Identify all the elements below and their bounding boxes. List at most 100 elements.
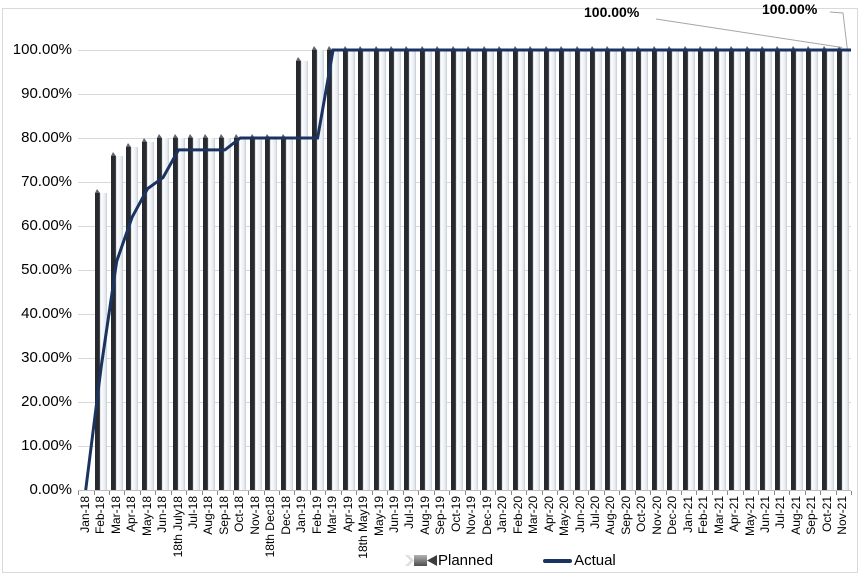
axis-tick [696, 491, 698, 495]
axis-tick [742, 491, 744, 495]
axis-tick [820, 491, 822, 495]
axis-tick [835, 491, 837, 495]
x-tick-label: Mar-18 [108, 496, 123, 535]
x-tick-label: Nov-19 [464, 496, 479, 535]
x-tick-label: Aug-18 [201, 496, 216, 535]
x-tick-label: Jun-20 [572, 496, 587, 533]
x-tick-label: Aug-20 [603, 496, 618, 535]
axis-tick [603, 491, 605, 495]
axis-tick [309, 491, 311, 495]
legend-item-actual: Actual [543, 552, 616, 569]
bar-planned [110, 151, 123, 490]
x-tick-label: Nov-18 [247, 496, 262, 535]
x-tick-label: Mar-19 [325, 496, 340, 535]
bar-planned [265, 134, 278, 490]
axis-tick [108, 491, 110, 495]
x-tick-label: Feb-19 [309, 496, 324, 535]
bar-planned [126, 142, 139, 490]
x-tick-label: Jun-19 [386, 496, 401, 533]
bar-planned [141, 138, 154, 490]
axis-tick [464, 491, 466, 495]
axis-tick [325, 491, 327, 495]
planned-bar-icon [405, 555, 437, 566]
axis-tick [263, 491, 265, 495]
x-tick-label: Nov-21 [835, 496, 850, 535]
x-tick-label: Jun-21 [758, 496, 772, 533]
x-tick-label: Apr-18 [124, 496, 139, 533]
axis-tick [510, 491, 512, 495]
bar-planned [790, 46, 803, 490]
legend-label-actual: Actual [574, 552, 616, 569]
axis-tick [402, 491, 404, 495]
x-tick-label: Sep-21 [804, 496, 819, 535]
bar-planned [172, 134, 185, 490]
bar-planned [234, 134, 247, 490]
y-tick-label: 50.00% [21, 261, 72, 278]
x-tick-label: Dec-19 [479, 496, 494, 535]
axis-tick [526, 491, 528, 495]
x-tick-label: Oct-19 [448, 496, 463, 533]
bar-planned [95, 189, 108, 490]
bar-planned [249, 134, 262, 490]
axis-tick [139, 491, 141, 495]
bar-planned [667, 46, 680, 490]
bar-planned [342, 46, 355, 490]
bar-planned [528, 46, 541, 490]
bar-planned [729, 46, 742, 490]
x-tick-label: May-18 [139, 496, 154, 537]
chart-legend: Planned Actual [405, 552, 616, 569]
bar-planned [497, 46, 510, 490]
axis-tick [619, 491, 621, 495]
x-tick-label: Nov-20 [649, 496, 664, 535]
axis-tick [541, 491, 543, 495]
y-tick-label: 90.00% [21, 85, 72, 102]
x-tick-label: Feb-21 [696, 496, 711, 535]
y-tick-label: 10.00% [21, 437, 72, 454]
x-tick-label: Oct-21 [819, 496, 834, 533]
axis-tick [279, 491, 280, 495]
bar-planned [821, 46, 834, 490]
x-tick-label: Oct-20 [634, 496, 649, 533]
x-tick-label: Apr-19 [340, 496, 355, 533]
bar-planned [373, 46, 386, 490]
bar-planned [651, 46, 664, 490]
data-label-planned: 100.00% [584, 4, 640, 20]
axis-tick [433, 491, 435, 495]
bar-planned [450, 46, 463, 490]
axis-tick [155, 491, 157, 495]
axis-tick [557, 491, 559, 495]
axis-tick [665, 491, 667, 495]
x-tick-label: 18th July18 [170, 496, 185, 558]
axis-tick [371, 491, 373, 495]
bar-planned [327, 46, 340, 490]
x-tick-label: Dec-18 [278, 496, 293, 535]
x-tick-label: Jul-18 [185, 496, 200, 529]
legend-item-planned: Planned [405, 552, 493, 569]
bar-planned [682, 46, 695, 490]
data-label-actual: 100.00% [762, 1, 818, 17]
bar-planned [187, 134, 200, 490]
x-tick-label: Feb-18 [93, 496, 108, 535]
axis-tick [78, 491, 79, 495]
bar-planned [296, 57, 309, 490]
x-tick-label: Aug-19 [417, 496, 432, 535]
axis-tick [480, 491, 481, 495]
axis-tick [711, 491, 713, 495]
bar-planned [605, 46, 618, 490]
bar-planned [543, 46, 556, 490]
x-tick-label: Jan-20 [495, 496, 510, 533]
axis-tick [170, 491, 172, 495]
y-tick-label: 20.00% [21, 393, 72, 410]
axis-tick [758, 491, 760, 495]
y-tick-label: 30.00% [21, 349, 72, 366]
axis-tick [804, 491, 806, 495]
bar-planned [698, 46, 711, 490]
actual-line-icon [543, 558, 573, 563]
x-tick-label: May-20 [557, 496, 571, 537]
x-tick-label: Sep-18 [216, 496, 231, 535]
bar-planned [775, 46, 788, 490]
bar-planned [760, 46, 772, 490]
bar-planned [218, 134, 231, 490]
bar-planned [358, 46, 370, 490]
bar-planned [419, 46, 432, 490]
